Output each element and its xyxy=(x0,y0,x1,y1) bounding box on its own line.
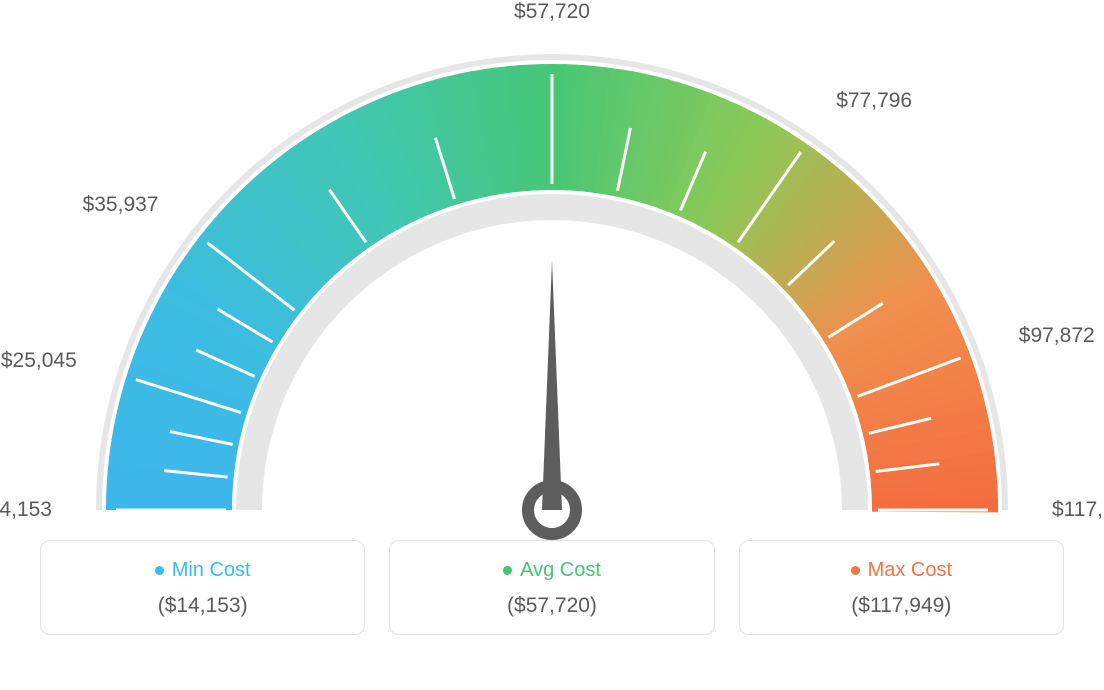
tick-label: $77,796 xyxy=(836,89,912,113)
summary-card: Max Cost ($117,949) xyxy=(739,540,1064,635)
summary-card-value: ($14,153) xyxy=(53,594,352,618)
summary-card-title: Max Cost xyxy=(851,559,952,582)
gauge-needle xyxy=(542,260,562,510)
summary-card-title-text: Avg Cost xyxy=(520,559,601,582)
gauge-chart: $14,153 $25,045 $35,937 $57,720 $77,796 $97,8… xyxy=(0,0,1104,530)
summary-card-title: Min Cost xyxy=(155,559,251,582)
tick-label: $25,045 xyxy=(1,349,77,373)
gauge-svg xyxy=(0,0,1104,540)
tick-label: $35,937 xyxy=(83,193,159,217)
tick-label: $14,153 xyxy=(0,498,52,522)
summary-card: Avg Cost ($57,720) xyxy=(389,540,714,635)
summary-dot-icon xyxy=(503,566,512,575)
summary-card-value: ($117,949) xyxy=(752,594,1051,618)
tick-label: $97,872 xyxy=(1019,324,1095,348)
summary-dot-icon xyxy=(851,566,860,575)
tick-label: $57,720 xyxy=(514,0,590,24)
summary-card-title-text: Min Cost xyxy=(172,559,251,582)
summary-card-value: ($57,720) xyxy=(402,594,701,618)
summary-row: Min Cost ($14,153) Avg Cost ($57,720) Max Co… xyxy=(0,540,1104,635)
summary-card: Min Cost ($14,153) xyxy=(40,540,365,635)
summary-dot-icon xyxy=(155,566,164,575)
tick-label: $117,949 xyxy=(1052,498,1104,522)
summary-card-title: Avg Cost xyxy=(503,559,601,582)
summary-card-title-text: Max Cost xyxy=(868,559,952,582)
